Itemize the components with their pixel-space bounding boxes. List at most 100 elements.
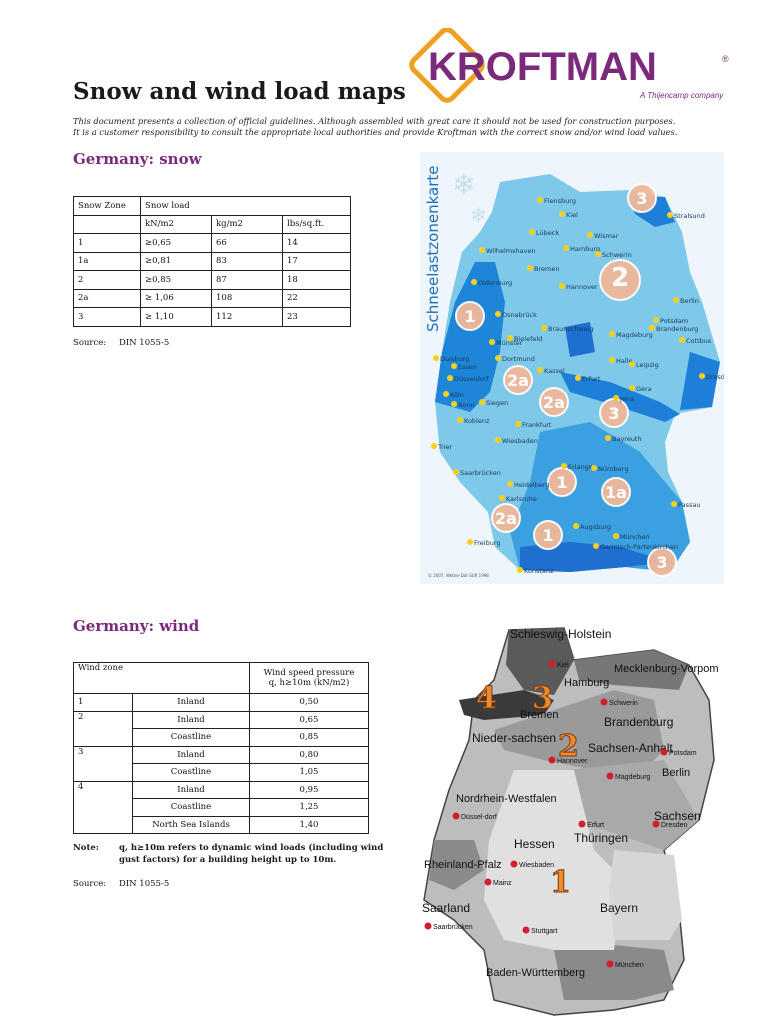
source-label: Source: — [73, 879, 107, 889]
snow-city: Garmisch-Partenkirchen — [593, 543, 678, 551]
source-value: DIN 1055-5 — [119, 879, 170, 889]
table-cell: 108 — [211, 288, 283, 308]
wind-city: Saarbrücken — [424, 922, 473, 931]
city-label: Halle — [616, 357, 632, 365]
city-label: Leipzig — [636, 361, 659, 369]
state-label: Rheinland-Pfalz — [424, 859, 502, 871]
city-label: Potsdam — [660, 317, 688, 325]
table-cell: 17 — [282, 251, 351, 271]
wind-city: Magdeburg — [606, 772, 651, 781]
snow-city: Hannover — [559, 283, 598, 291]
zone-region — [520, 542, 670, 572]
table-cell: ≥ 1,10 — [140, 307, 212, 327]
table-cell: ≥0,85 — [140, 270, 212, 290]
state-label: Baden-Württemberg — [486, 967, 585, 979]
city-label: Wiesbaden — [519, 862, 554, 869]
header-cell: kN/m2 — [140, 214, 212, 234]
wind-city: Wiesbaden — [510, 860, 554, 869]
snow-city: Kassel — [537, 367, 565, 375]
table-cell: 2a — [73, 288, 141, 308]
snow-city: Koblenz — [457, 417, 490, 425]
city-label: Frankfurt — [522, 421, 552, 429]
snow-city: Düsseldorf — [447, 375, 489, 383]
table-row: Wind zone Wind speed pressure q, h≥10m (… — [73, 662, 369, 694]
city-label: Bonn — [458, 401, 475, 409]
table-cell: 3 — [73, 307, 141, 327]
zone-label: 1 — [556, 473, 567, 492]
wind-load-table: Wind zone Wind speed pressure q, h≥10m (… — [73, 662, 369, 834]
state-label: Saarland — [422, 901, 470, 915]
snow-city: Brandenburg — [649, 325, 698, 333]
city-label: Münster — [496, 339, 523, 347]
table-cell: ≥0,65 — [140, 233, 212, 253]
state-label: Nieder-sachsen — [472, 731, 556, 745]
table-cell: 1,25 — [249, 798, 369, 817]
wind-city: Dresden — [652, 820, 688, 829]
snow-zone-marker: 3 — [627, 183, 657, 213]
table-cell: ≥0,81 — [140, 251, 212, 271]
logo-registered: ® — [722, 54, 729, 64]
state-label: Sachsen-Anhalt — [588, 741, 673, 755]
city-label: Potsdam — [669, 750, 697, 757]
state-label: Sachsen — [654, 809, 701, 823]
wind-city: Schwerin — [600, 698, 638, 707]
table-cell: 2 — [73, 710, 133, 747]
city-label: Berlin — [680, 297, 699, 305]
header-cell: Wind speed pressure q, h≥10m (kN/m2) — [249, 662, 369, 694]
state-label: Hamburg — [564, 677, 609, 689]
snow-city: Bielefeld — [507, 335, 542, 343]
city-label: Duisburg — [440, 355, 469, 363]
page-title: Snow and wind load maps — [73, 78, 406, 105]
zone-region — [560, 372, 680, 422]
city-label: Brandenburg — [656, 325, 698, 333]
table-cell: 18 — [282, 270, 351, 290]
zone-label: 3 — [656, 553, 667, 572]
table-row: 3 ≥ 1,10 112 23 — [73, 307, 351, 327]
snow-city: Erlangen — [561, 463, 597, 471]
city-label: Freiburg — [474, 539, 501, 547]
note-text: q, h≥10m refers to dynamic wind loads (i… — [119, 843, 384, 865]
city-label: Siegen — [486, 399, 508, 407]
disclaimer: This document presents a collection of o… — [73, 116, 693, 138]
wind-city: Kiel — [548, 660, 569, 669]
table-cell: Inland — [132, 693, 250, 712]
snow-city: Köln — [443, 391, 464, 399]
city-label: Stralsund — [674, 212, 705, 220]
table-row: North Sea Islands 1,40 — [74, 815, 369, 834]
wind-note: Note: q, h≥10m refers to dynamic wind loa… — [73, 842, 393, 866]
disclaimer-line-2: It is a customer responsibility to consu… — [73, 127, 678, 137]
state-label: Bayern — [600, 901, 638, 915]
snow-zone-marker: 2a — [503, 365, 533, 395]
city-label: Erlangen — [568, 463, 597, 471]
table-cell: 1 — [73, 693, 133, 712]
city-label: Erfurt — [587, 822, 604, 829]
snow-city: Stralsund — [667, 212, 705, 220]
city-label: Kiel — [566, 211, 578, 219]
header-pressure-line-1: Wind speed pressure — [263, 668, 355, 678]
zone-region — [680, 352, 720, 410]
wind-zone-label: 2 — [558, 729, 579, 764]
city-label: Garmisch-Partenkirchen — [600, 543, 678, 551]
table-cell: Coastline — [132, 763, 250, 782]
city-markers: Kiel Schwerin Hannover Potsdam Magdeburg Düss… — [424, 660, 697, 969]
zone-markers: 4 32 1 — [476, 681, 580, 901]
table-row: 2 Inland 0,65 — [73, 710, 369, 747]
wind-load-map: Schleswig-Holstein Mecklenburg-Vorpommern… — [414, 620, 718, 1024]
snow-city: Trier — [431, 443, 452, 451]
snow-city: Frankfurt — [515, 421, 552, 429]
wind-city: Erfurt — [578, 820, 604, 829]
state-label: Bremen — [520, 709, 559, 721]
zone-region — [574, 650, 689, 690]
table-cell: 87 — [211, 270, 283, 290]
zone-label: 1 — [464, 307, 475, 326]
city-label: Augsburg — [580, 523, 611, 531]
wind-city: Mainz — [484, 878, 512, 887]
snow-city: Konstanz — [517, 567, 554, 575]
table-cell: 1,40 — [249, 815, 369, 834]
zone-markers: 1 1 1 1a 2 2a 2a 2a 3 3 3 — [455, 183, 677, 577]
snow-city: Essen — [451, 363, 477, 371]
header-cell: Wind zone — [73, 662, 250, 694]
zone-region — [494, 690, 664, 770]
city-label: Magdeburg — [616, 331, 653, 339]
snow-zone-marker: 3 — [599, 398, 629, 428]
